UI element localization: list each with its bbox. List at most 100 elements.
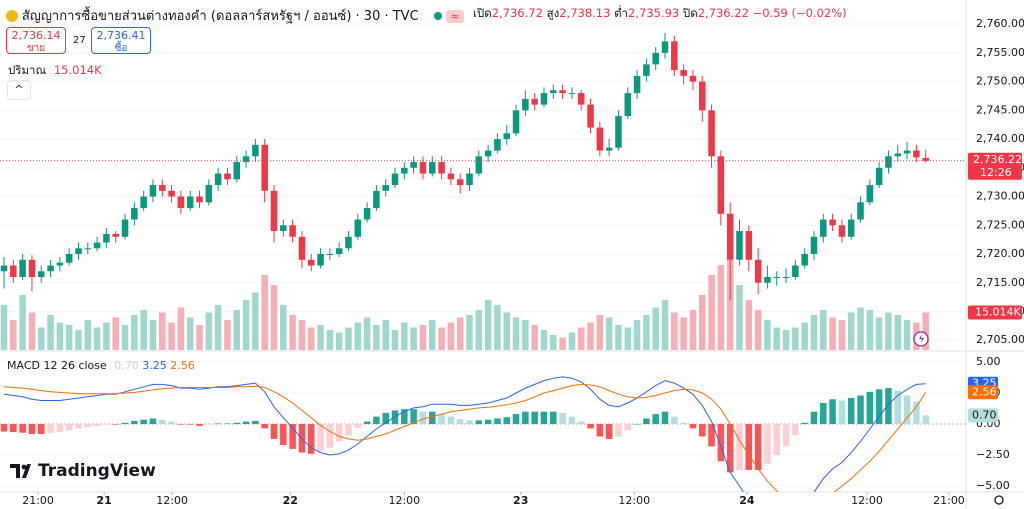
candle-body (307, 259, 315, 266)
volume-bar (801, 322, 808, 350)
volume-bar (10, 320, 17, 350)
macd-histogram-bar (252, 420, 259, 425)
volume-bar (354, 322, 362, 350)
volume-bar (261, 275, 268, 350)
macd-histogram-bar (708, 424, 715, 447)
macd-histogram-bar (820, 402, 827, 425)
volume-bar (317, 325, 324, 350)
collapse-button[interactable]: ^ (7, 80, 31, 100)
x-tick-label: 21:00 (22, 494, 54, 507)
candle-body (10, 265, 17, 278)
macd-histogram-bar (391, 410, 399, 425)
macd-histogram-bar (838, 400, 846, 425)
volume-bar (745, 300, 753, 350)
volume-bar (540, 330, 548, 350)
volume-bar (810, 315, 818, 350)
volume-bar (726, 260, 734, 350)
candle-body (410, 162, 417, 168)
volume-bar (177, 307, 185, 350)
candle-body (885, 156, 892, 168)
volume-bar (56, 322, 64, 350)
volume-bar (242, 300, 250, 350)
volume-bar (698, 295, 706, 350)
close-value: 2,736.22 (697, 6, 749, 20)
macd-histogram-bar (857, 395, 864, 425)
candle-body (503, 133, 510, 140)
candle-body (559, 90, 566, 94)
candle-body (922, 157, 929, 161)
candle-body (252, 144, 259, 157)
volume-bar (280, 305, 287, 350)
volume-bar (307, 327, 315, 350)
macd-histogram-bar (680, 422, 687, 425)
sell-button[interactable]: 2,736.14 ขาย (6, 27, 66, 54)
candle-body (745, 231, 753, 260)
candle-body (698, 81, 706, 111)
ohlc-legend: เปิด2,736.72 สูง2,738.13 ต่ำ2,735.93 ปิด… (473, 5, 847, 23)
candle-body (633, 75, 641, 94)
logo-mark (10, 464, 31, 478)
alert-bolt (919, 334, 924, 343)
volume-bar (0, 305, 8, 350)
macd-histogram-bar (0, 424, 8, 432)
signal-tag-label: 2.56 (972, 385, 997, 398)
candle-body (810, 236, 818, 255)
logo-dot (21, 464, 27, 470)
candle-body (140, 196, 147, 209)
candle-body (429, 162, 436, 174)
candle-body (0, 265, 8, 272)
macd-histogram-bar (587, 424, 594, 429)
macd-histogram-bar (186, 424, 194, 425)
candle-body (540, 93, 548, 105)
logo-text: TradingView (38, 461, 156, 481)
volume-bar (140, 310, 147, 350)
volume-bar (335, 332, 343, 350)
candle-body (531, 98, 538, 105)
volume-bar (93, 327, 101, 350)
candle-body (643, 64, 650, 76)
volume-bar (205, 312, 213, 350)
y-tick-label: 2,745.00 (976, 103, 1024, 116)
macd-histogram-bar (689, 424, 697, 429)
macd-histogram-bar (624, 424, 632, 431)
volume-bar (596, 315, 604, 350)
candle-body (522, 98, 529, 111)
volume-bar (410, 327, 417, 350)
macd-histogram-bar (419, 411, 427, 425)
macd-histogram-bar (764, 424, 771, 464)
macd-histogram-bar (810, 411, 818, 425)
macd-histogram-bar (596, 424, 604, 437)
candle-body (736, 231, 743, 260)
candle-body (661, 41, 669, 53)
macd-histogram-bar (93, 424, 101, 426)
settings-icon[interactable] (994, 495, 1004, 505)
delay-badge[interactable]: ≈ (446, 10, 464, 23)
macd-histogram-bar (149, 418, 157, 425)
volume-bar (447, 322, 455, 350)
volume-value: 15.014K (53, 63, 102, 77)
spread: 27 (73, 35, 86, 46)
volume-bar (438, 327, 445, 350)
macd-histogram-bar (913, 401, 920, 425)
macd-histogram-bar (429, 411, 436, 425)
volume-bar (857, 307, 864, 350)
macd-histogram-bar (354, 424, 362, 428)
volume-bar (689, 310, 697, 350)
macd-histogram-bar (28, 424, 36, 434)
volume-bar (37, 327, 45, 350)
volume-bar (577, 327, 585, 350)
macd-histogram-bar (242, 421, 250, 425)
volume-bar (633, 320, 641, 350)
candle-body (866, 185, 874, 203)
macd-hist-value: 0.70 (114, 359, 139, 372)
candle-body (112, 233, 119, 237)
volume-bar (429, 320, 436, 350)
candle-body (447, 173, 455, 180)
buy-button[interactable]: 2,736.41 ซื้อ (91, 27, 151, 54)
volume-bar (736, 285, 743, 350)
y-tick-label: 2,750.00 (976, 75, 1024, 88)
macd-histogram-bar (177, 424, 185, 425)
candle-body (726, 213, 734, 260)
volume-label: ปริมาณ (8, 63, 47, 77)
